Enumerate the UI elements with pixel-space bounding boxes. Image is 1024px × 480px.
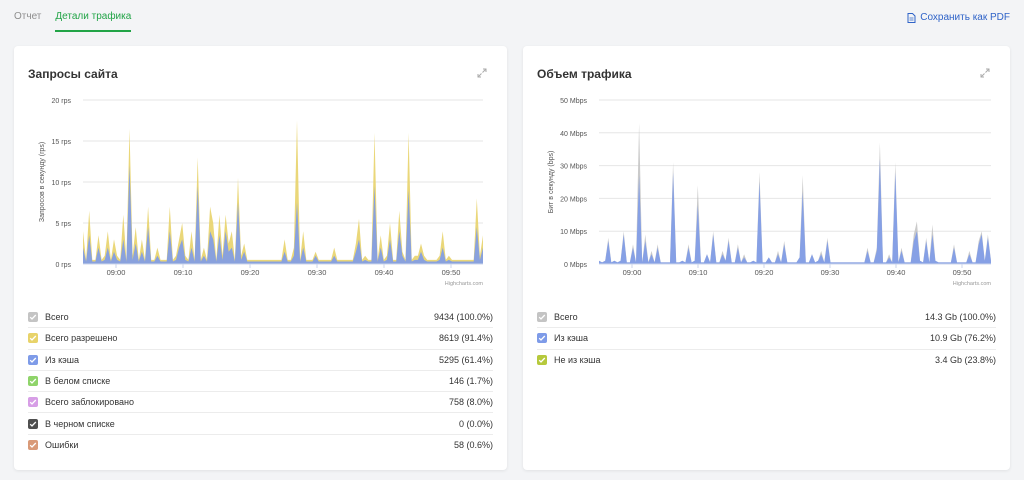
legend-value: 5295 (61.4%)	[438, 354, 493, 365]
tab-bar: Отчет Детали трафика	[14, 0, 132, 32]
legend-label: Ошибки	[45, 440, 79, 451]
checkbox[interactable]	[28, 440, 38, 451]
y-tick-label: 10 rps	[52, 180, 72, 187]
legend-value: 3.4 Gb (23.8%)	[934, 355, 996, 366]
legend-value: 0 (0.0%)	[458, 418, 493, 429]
requests-chart-svg: 0 rps 5 rps 10 rps 15 rps 20 rps Запросов в с…	[39, 98, 484, 287]
series-area	[83, 120, 483, 264]
x-tick-label: 09:20	[241, 268, 260, 277]
y-tick-label: 20 rps	[52, 98, 72, 105]
legend-label: Всего	[554, 312, 578, 323]
y-tick-label: 0 rps	[55, 262, 71, 269]
y-tick-label: 50 Mbps	[560, 98, 587, 105]
y-tick-label: 10 Mbps	[560, 229, 587, 236]
legend-row: Из кэша 10.9 Gb (76.2%)	[537, 328, 996, 350]
y-tick-label: 0 Mbps	[564, 262, 587, 269]
y-tick-label: 30 Mbps	[560, 164, 587, 171]
series-area	[83, 165, 483, 264]
legend-row: Из кэша 5295 (61.4%)	[28, 350, 493, 371]
traffic-legend: Всего 14.3 Gb (100.0%) Из кэша 10.9 Gb (76…	[537, 307, 996, 371]
legend-label: Из кэша	[45, 354, 79, 365]
save-pdf-label: Сохранить как PDF	[920, 12, 1010, 23]
x-tick-label: 09:30	[308, 268, 327, 277]
tab-report[interactable]: Отчет	[14, 11, 42, 22]
legend-row: Всего разрешено 8619 (91.4%)	[28, 328, 493, 350]
legend-label: В белом списке	[45, 376, 111, 387]
x-tick-label: 09:00	[107, 268, 126, 277]
x-tick-label: 09:10	[174, 268, 193, 277]
legend-label: Всего заблокировано	[45, 397, 134, 408]
legend-value: 8619 (91.4%)	[438, 333, 493, 344]
legend-value: 10.9 Gb (76.2%)	[929, 333, 996, 344]
card-title: Запросы сайта	[28, 67, 118, 81]
y-tick-label: 15 rps	[52, 139, 72, 146]
legend-row: В черном списке 0 (0.0%)	[28, 413, 493, 435]
x-tick-label: 09:20	[755, 268, 774, 277]
x-tick-label: 09:50	[442, 268, 461, 277]
checkbox[interactable]	[28, 376, 38, 387]
legend-value: 14.3 Gb (100.0%)	[924, 312, 996, 323]
legend-label: Всего разрешено	[45, 333, 118, 344]
checkbox[interactable]	[28, 312, 38, 323]
traffic-chart-svg: 0 Mbps 10 Mbps 20 Mbps 30 Mbps 40 Mbps 50 Mbp…	[548, 98, 992, 287]
y-tick-label: 5 rps	[55, 221, 71, 228]
x-tick-label: 09:40	[375, 268, 394, 277]
card-title: Объем трафика	[537, 67, 632, 81]
legend-label: Всего	[45, 312, 69, 323]
traffic-volume-card: Объем трафика 0 Mbps 10 Mbps 20 Mbps 30 Mbp…	[523, 46, 1010, 470]
highcharts-credit: Highcharts.com	[953, 281, 992, 287]
legend-row: В белом списке 146 (1.7%)	[28, 371, 493, 393]
legend-label: В черном списке	[45, 418, 115, 429]
checkbox[interactable]	[28, 397, 38, 408]
y-axis-title: Бит в секунду (bps)	[548, 151, 555, 214]
site-requests-card: Запросы сайта 0 rps 5 rps 10 rps 15 rps 20 r…	[14, 46, 507, 470]
legend-row: Всего 14.3 Gb (100.0%)	[537, 307, 996, 329]
requests-chart: 0 rps 5 rps 10 rps 15 rps 20 rps Запросов в с…	[14, 90, 507, 295]
legend-value: 9434 (100.0%)	[433, 312, 493, 323]
save-pdf-button[interactable]: Сохранить как PDF	[907, 12, 1010, 23]
legend-row: Всего 9434 (100.0%)	[28, 307, 493, 329]
highcharts-credit: Highcharts.com	[445, 281, 484, 287]
legend-value: 758 (8.0%)	[448, 397, 493, 408]
checkbox[interactable]	[28, 333, 38, 344]
x-tick-label: 09:40	[887, 268, 906, 277]
checkbox[interactable]	[537, 355, 547, 366]
expand-icon[interactable]	[477, 68, 487, 78]
document-icon	[907, 12, 916, 23]
series-area	[599, 159, 991, 264]
expand-icon[interactable]	[980, 68, 990, 78]
legend-row: Всего заблокировано 758 (8.0%)	[28, 392, 493, 414]
traffic-chart: 0 Mbps 10 Mbps 20 Mbps 30 Mbps 40 Mbps 50 Mbp…	[523, 90, 1010, 295]
requests-legend: Всего 9434 (100.0%) Всего разрешено 8619 (…	[28, 307, 493, 456]
checkbox[interactable]	[537, 333, 547, 344]
x-tick-label: 09:10	[689, 268, 708, 277]
y-tick-label: 20 Mbps	[560, 196, 587, 203]
legend-value: 58 (0.6%)	[453, 440, 493, 451]
x-tick-label: 09:00	[623, 268, 642, 277]
y-tick-label: 40 Mbps	[560, 131, 587, 138]
y-axis-title: Запросов в секунду (rps)	[39, 142, 46, 222]
checkbox[interactable]	[28, 354, 38, 365]
x-tick-label: 09:30	[821, 268, 840, 277]
legend-row: Не из кэша 3.4 Gb (23.8%)	[537, 350, 996, 371]
legend-row: Ошибки 58 (0.6%)	[28, 435, 493, 456]
legend-value: 146 (1.7%)	[448, 376, 493, 387]
tab-traffic-details[interactable]: Детали трафика	[55, 0, 132, 32]
legend-label: Из кэша	[554, 333, 588, 344]
checkbox[interactable]	[537, 312, 547, 323]
legend-label: Не из кэша	[554, 355, 601, 366]
checkbox[interactable]	[28, 418, 38, 429]
x-tick-label: 09:50	[953, 268, 972, 277]
